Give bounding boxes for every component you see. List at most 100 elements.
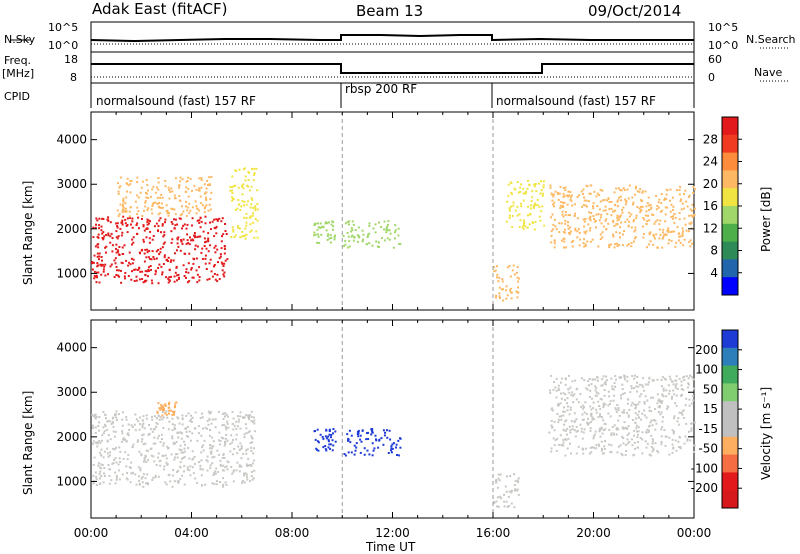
velocity-cell — [550, 419, 553, 422]
power-cell — [578, 194, 581, 197]
power-cell — [186, 223, 189, 226]
power-cell — [209, 244, 212, 247]
power-cell — [170, 187, 173, 190]
velocity-cell — [215, 467, 218, 470]
power-cell — [109, 265, 112, 268]
velocity-cell — [328, 443, 331, 446]
velocity-cell — [211, 418, 214, 421]
velocity-cell — [347, 451, 350, 454]
power-cell — [209, 198, 212, 201]
power-cell — [625, 201, 628, 203]
power-cell — [144, 273, 147, 276]
power-cell — [168, 197, 171, 200]
power-cell — [171, 222, 174, 225]
power-cell — [641, 205, 644, 208]
power-cell — [383, 228, 386, 231]
power-cell — [671, 196, 674, 199]
velocity-cell — [676, 388, 679, 390]
velocity-cell — [239, 427, 242, 430]
power-cell — [117, 182, 119, 185]
velocity-cell — [397, 454, 400, 457]
power-cell — [147, 219, 150, 222]
velocity-cell — [253, 422, 256, 425]
velocity-cell — [142, 460, 145, 463]
velocity-cell — [173, 410, 176, 413]
power-cell — [557, 198, 560, 201]
velocity-cell — [590, 408, 593, 411]
power-cell — [361, 240, 364, 243]
power-cell — [516, 214, 519, 217]
power-cell — [317, 235, 320, 238]
power-cell — [153, 225, 156, 228]
velocity-cell — [661, 400, 664, 403]
power-cell — [655, 195, 658, 197]
power-cell — [619, 214, 622, 217]
power-cell — [218, 278, 221, 280]
velocity-cell — [117, 413, 120, 415]
velocity-cell — [96, 441, 99, 444]
velocity-cell — [622, 427, 625, 430]
power-cell — [117, 190, 120, 193]
power-cell — [634, 193, 636, 196]
power-cell — [542, 184, 545, 187]
velocity-cell — [159, 441, 162, 444]
power-cell — [639, 188, 642, 190]
power-cell — [135, 224, 138, 226]
velocity-cell — [630, 438, 633, 441]
velocity-cell — [590, 451, 593, 454]
power-cell — [673, 221, 676, 224]
velocity-cell — [162, 409, 164, 412]
power-cell — [144, 279, 147, 282]
power-cell — [394, 224, 397, 227]
power-cell — [540, 180, 542, 183]
power-cell — [253, 172, 256, 175]
power-cell — [151, 238, 154, 241]
velocity-cell — [686, 438, 689, 441]
power-cell — [580, 190, 583, 193]
power-cell — [662, 231, 664, 234]
power-cell — [115, 274, 118, 276]
power-cell — [151, 188, 154, 191]
velocity-cell — [161, 438, 163, 441]
velocity-cell — [172, 441, 175, 444]
power-cell — [208, 176, 211, 179]
velocity-cell — [148, 424, 151, 426]
velocity-cell — [570, 420, 573, 423]
power-cell — [163, 231, 166, 234]
velocity-cell — [225, 413, 228, 416]
power-cell — [332, 225, 335, 228]
velocity-cell — [141, 434, 144, 437]
power-cell — [553, 246, 556, 249]
velocity-cell — [171, 417, 174, 420]
velocity-cell — [240, 457, 243, 460]
velocity-cell — [321, 436, 324, 438]
velocity-cell — [637, 433, 639, 436]
velocity-cell — [95, 475, 98, 478]
power-cell — [121, 223, 124, 226]
velocity-cell — [628, 440, 631, 443]
velocity-cell — [98, 462, 100, 465]
power-cell — [619, 216, 622, 219]
power-cell — [616, 245, 619, 248]
power-cell — [240, 205, 243, 208]
velocity-cell — [619, 444, 622, 447]
power-cell — [551, 213, 554, 216]
power-cell — [109, 235, 112, 238]
power-cell — [589, 217, 592, 220]
velocity-cell — [634, 422, 637, 425]
power-cell — [644, 190, 647, 193]
velocity-cell — [138, 479, 140, 482]
velocity-cell — [601, 452, 604, 455]
power-cell — [327, 233, 330, 236]
velocity-cell — [555, 389, 558, 392]
velocity-cell — [251, 437, 254, 440]
power-cell — [516, 276, 519, 279]
power-cell — [179, 214, 182, 217]
velocity-cell — [353, 444, 356, 447]
power-cell — [241, 185, 243, 188]
power-cell — [121, 219, 124, 222]
velocity-cell — [173, 406, 176, 408]
cpid-segment-2: rbsp 200 RF — [345, 82, 418, 96]
velocity-cell — [640, 418, 642, 421]
power-cell — [516, 296, 519, 299]
